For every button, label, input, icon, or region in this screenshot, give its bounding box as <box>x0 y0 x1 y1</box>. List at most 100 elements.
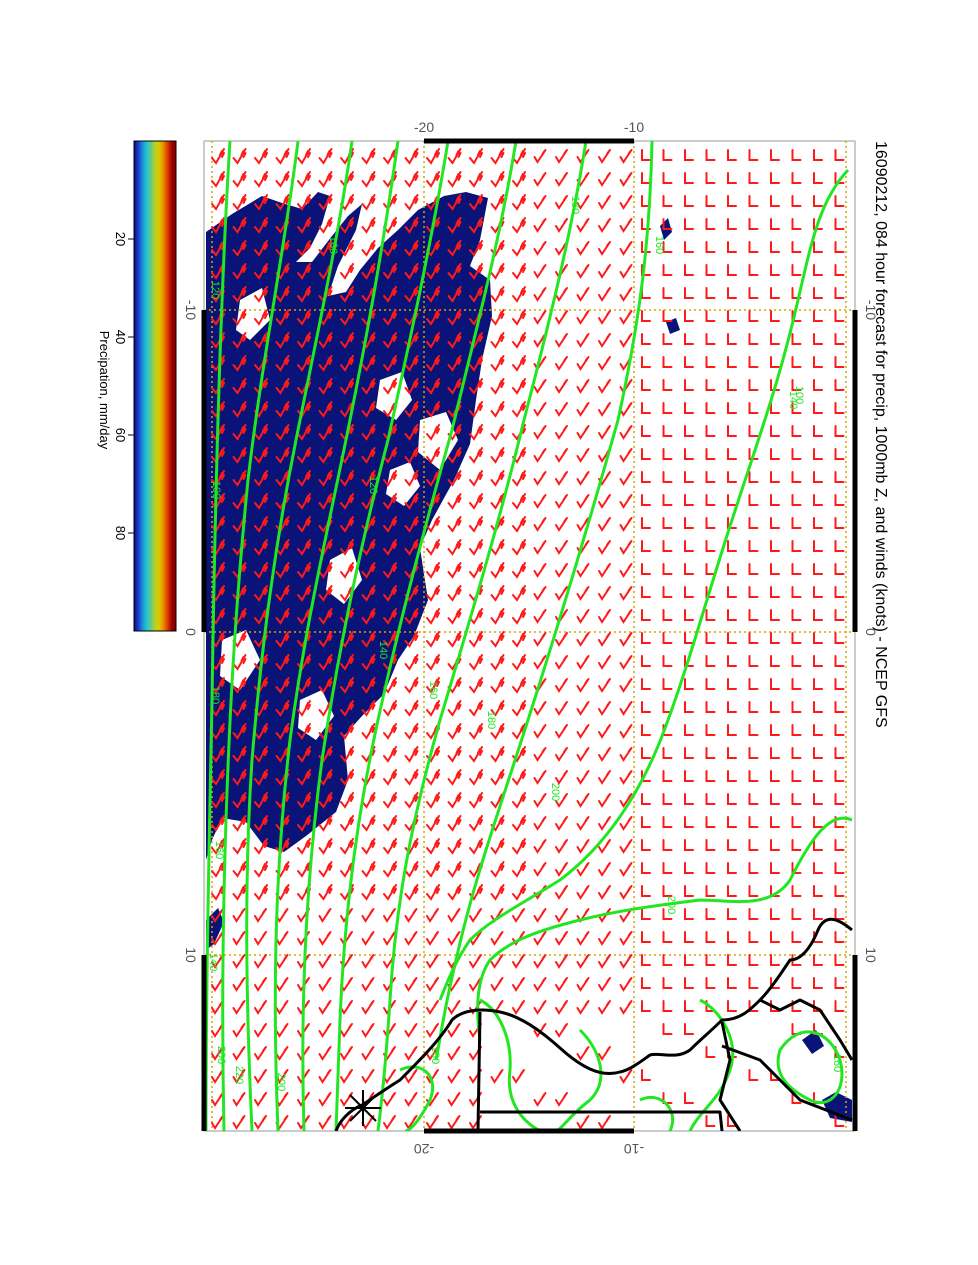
wind-barb <box>619 839 633 854</box>
wind-barb <box>318 792 333 809</box>
wind-barb <box>662 885 673 897</box>
wind-barb <box>834 701 845 713</box>
wind-barb <box>512 217 526 234</box>
wind-barb <box>383 516 397 533</box>
wind-barb <box>748 540 759 552</box>
wind-barb <box>383 493 397 510</box>
wind-barb <box>512 884 526 901</box>
wind-barb <box>705 655 716 667</box>
wind-barb <box>512 355 526 372</box>
wind-barb <box>361 263 376 280</box>
wind-barb <box>770 379 780 391</box>
wind-barb <box>404 1069 418 1084</box>
wind-barb <box>576 701 590 716</box>
wind-barb <box>469 263 483 280</box>
wind-barb <box>662 218 673 230</box>
wind-barb <box>834 494 845 506</box>
wind-barb <box>275 585 290 602</box>
wind-barb <box>297 355 311 372</box>
wind-barb <box>254 815 268 832</box>
wind-barb <box>361 1069 375 1084</box>
wind-barb <box>469 355 483 372</box>
wind-barb <box>426 562 440 579</box>
wind-barb <box>275 654 290 671</box>
wind-barb <box>662 586 673 598</box>
wind-barb <box>727 241 737 253</box>
wind-barb <box>447 332 462 349</box>
wind-barb <box>748 816 759 828</box>
wind-barb <box>662 356 673 368</box>
wind-barb <box>361 677 376 694</box>
wind-barb <box>469 194 483 211</box>
wind-barb <box>576 310 590 325</box>
wind-barb <box>383 792 397 809</box>
wind-barb <box>641 540 651 552</box>
wind-barb <box>662 287 673 299</box>
wind-barb <box>598 747 611 762</box>
wind-barb <box>232 332 247 349</box>
wind-barb <box>512 263 526 280</box>
wind-barb <box>232 217 247 234</box>
wind-barb <box>791 839 802 851</box>
wind-barb <box>705 931 716 943</box>
wind-barb <box>426 977 439 992</box>
wind-barb <box>770 724 780 736</box>
wind-barb <box>770 172 780 184</box>
wind-barb <box>576 149 590 164</box>
wind-barb <box>426 954 439 969</box>
wind-barb <box>598 701 611 716</box>
wind-barb <box>275 562 290 579</box>
wind-barb <box>447 516 462 533</box>
wind-barb <box>770 333 780 345</box>
wind-barb <box>340 1023 353 1038</box>
wind-barb <box>813 195 823 207</box>
wind-barb <box>619 678 633 693</box>
wind-barb <box>791 931 802 943</box>
contour-label: 160 <box>831 1054 843 1072</box>
longitude-tick-label: -10 <box>183 300 199 320</box>
wind-barb <box>232 931 246 946</box>
wind-barb <box>340 908 353 923</box>
wind-barb <box>447 1023 461 1038</box>
wind-barb <box>297 516 311 533</box>
wind-barb <box>641 701 651 713</box>
wind-barb <box>340 355 354 372</box>
wind-barb <box>232 1092 246 1107</box>
wind-barb <box>598 954 611 969</box>
wind-barb <box>490 286 505 303</box>
wind-barb <box>705 471 716 483</box>
wind-barb <box>426 931 439 946</box>
wind-barb <box>469 378 483 395</box>
wind-barb <box>791 517 802 529</box>
wind-barb <box>512 977 525 992</box>
wind-barb <box>404 746 419 763</box>
wind-barb <box>813 632 823 644</box>
wind-barb <box>254 447 268 464</box>
height-contours <box>204 141 853 1131</box>
wind-barb <box>641 494 651 506</box>
wind-barb <box>469 954 482 969</box>
wind-barb <box>619 172 633 187</box>
wind-barb <box>318 171 333 188</box>
wind-barb <box>361 240 376 257</box>
wind-barb <box>361 1023 375 1038</box>
wind-barb <box>447 700 462 717</box>
wind-barb <box>297 585 311 602</box>
wind-barb <box>211 908 224 923</box>
wind-barb <box>705 1115 716 1127</box>
wind-barb <box>469 792 483 809</box>
wind-barb <box>490 424 505 441</box>
wind-barb <box>748 149 759 161</box>
wind-barb <box>619 448 633 463</box>
wind-barb <box>770 241 780 253</box>
wind-barb <box>576 218 590 233</box>
latitude-tick-label: -20 <box>414 119 434 135</box>
wind-barb <box>490 723 505 740</box>
wind-barb <box>641 425 651 437</box>
wind-barb <box>533 1092 547 1107</box>
wind-barb <box>275 1023 289 1038</box>
wind-barb <box>813 218 823 230</box>
contour-label: 160 <box>653 236 665 254</box>
wind-barb <box>318 838 333 855</box>
wind-barb <box>340 1000 353 1015</box>
